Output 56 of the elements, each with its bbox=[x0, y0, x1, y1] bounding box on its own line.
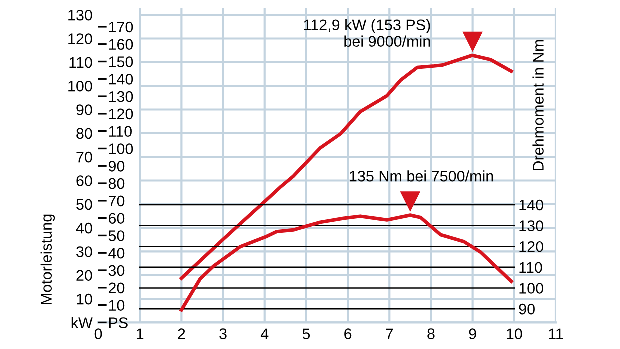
y3-tick-label: 110 bbox=[520, 262, 542, 274]
y-tick-label: 20 bbox=[76, 270, 92, 282]
annotation: 135 Nm bei 7500/min bbox=[350, 170, 494, 182]
y2-tick-label: 70 bbox=[109, 196, 125, 207]
y2-tick-label: 20 bbox=[108, 282, 125, 294]
y2-tick-label: 90 bbox=[108, 161, 125, 172]
y2-tick-label: 160 bbox=[109, 39, 134, 50]
y2-tick-label: 50 bbox=[108, 230, 125, 242]
y2-tick-label: 170 bbox=[109, 22, 134, 33]
y-tick-label: 110 bbox=[70, 57, 92, 68]
y2-tick-label: 130 bbox=[109, 91, 134, 102]
x-tick-label: 0 bbox=[94, 328, 102, 340]
y-tick-label: 10 bbox=[77, 294, 92, 305]
y2-tick-label: 30 bbox=[108, 265, 125, 276]
y-tick-label: 90 bbox=[76, 104, 92, 116]
y-tick-label: 120 bbox=[68, 34, 92, 44]
x-tick-label: 4 bbox=[260, 328, 269, 340]
y2-tick-label: 10 bbox=[109, 300, 125, 311]
y-tick-label: 50 bbox=[76, 199, 92, 210]
y-tick-label: 60 bbox=[76, 176, 92, 186]
line-series bbox=[180, 214, 514, 312]
x-tick-label: 8 bbox=[428, 328, 435, 340]
x-tick-label: 1 bbox=[137, 328, 144, 340]
x-tick-label: 9 bbox=[469, 328, 476, 340]
y2-tick-label: 120 bbox=[109, 108, 134, 120]
y-tick-label: 100 bbox=[68, 80, 92, 92]
x-tick-label: 5 bbox=[302, 328, 310, 340]
x-tick-label: 10 bbox=[507, 328, 522, 340]
y2-tick-label: 140 bbox=[109, 74, 134, 85]
y2-tick-label: 80 bbox=[108, 178, 125, 190]
y2-tick-label: 100 bbox=[109, 144, 134, 154]
y3-axis-title: Drehmoment in Nm bbox=[532, 40, 544, 171]
y-tick-label: kW bbox=[72, 317, 93, 328]
y3-tick-label: 120 bbox=[520, 241, 544, 252]
y3-tick-label: 90 bbox=[519, 304, 535, 315]
y2-tick-label: 60 bbox=[109, 213, 125, 224]
y-axis-title: Motorleistung bbox=[40, 214, 56, 304]
annotation: 112,9 kW (153 PS) bei 9000/min bbox=[304, 19, 430, 47]
y-tick-label: 30 bbox=[76, 246, 92, 258]
x-tick-label: 7 bbox=[386, 328, 394, 340]
y2-tick-label: 150 bbox=[109, 56, 134, 68]
x-tick-label: 6 bbox=[344, 328, 352, 340]
y3-tick-label: 130 bbox=[520, 220, 544, 232]
x-tick-label: 11 bbox=[549, 328, 564, 340]
x-tick-label: 3 bbox=[220, 328, 227, 340]
y2-tick-label: 110 bbox=[109, 126, 132, 138]
x-tick-label: 2 bbox=[178, 328, 186, 340]
y3-tick-label: 100 bbox=[520, 283, 544, 294]
y2-tick-label: 40 bbox=[108, 248, 125, 259]
line-series bbox=[180, 54, 514, 280]
y-tick-label: 80 bbox=[76, 128, 92, 140]
y-tick-label: 130 bbox=[68, 10, 92, 21]
y-tick-label: 40 bbox=[76, 222, 92, 234]
y3-tick-label: 140 bbox=[520, 200, 544, 211]
y-tick-label: 70 bbox=[76, 152, 92, 163]
y2-tick-label: PS bbox=[109, 318, 128, 328]
